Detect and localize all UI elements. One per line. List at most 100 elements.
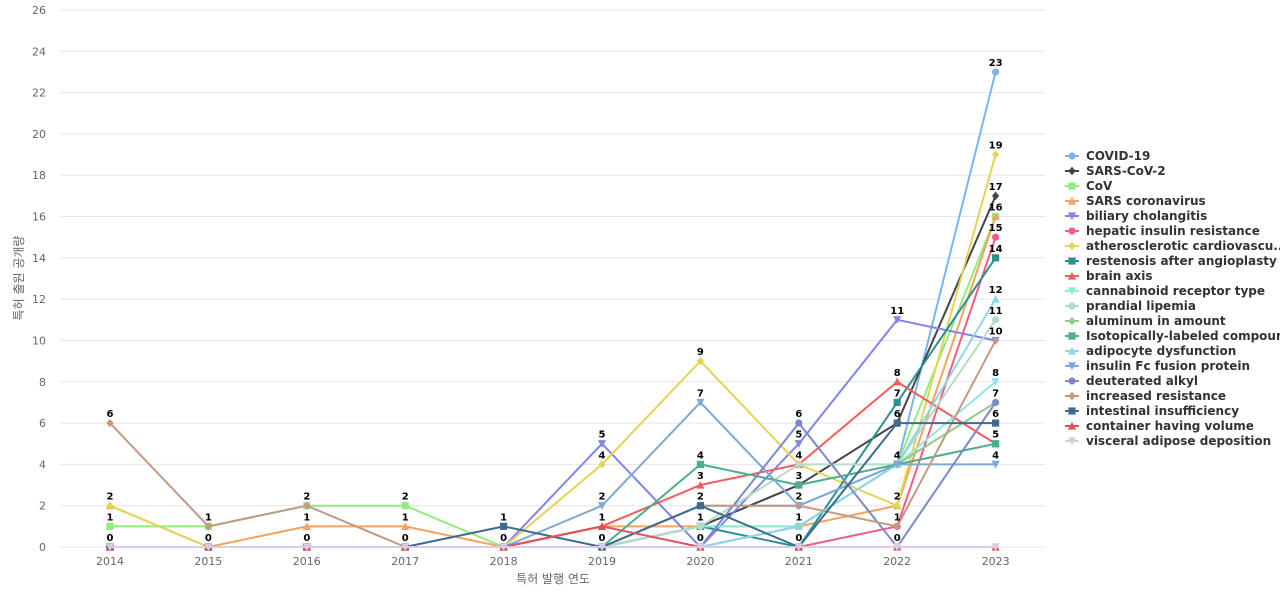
data-point[interactable] bbox=[105, 543, 115, 552]
legend-marker[interactable] bbox=[1068, 407, 1076, 415]
data-point[interactable] bbox=[992, 68, 1000, 76]
data-point[interactable] bbox=[204, 543, 213, 552]
data-point[interactable] bbox=[696, 480, 705, 489]
legend-marker[interactable] bbox=[1068, 302, 1076, 310]
data-point[interactable] bbox=[401, 522, 410, 530]
data-point[interactable] bbox=[696, 543, 705, 552]
data-point[interactable] bbox=[106, 501, 114, 510]
legend-item[interactable]: container having volume bbox=[1065, 419, 1254, 433]
data-point[interactable] bbox=[106, 418, 114, 428]
legend-item[interactable]: prandial lipemia bbox=[1065, 299, 1196, 313]
data-point[interactable] bbox=[597, 502, 607, 510]
data-point[interactable] bbox=[794, 440, 803, 448]
legend-item[interactable]: increased resistance bbox=[1065, 389, 1226, 403]
legend-marker[interactable] bbox=[1068, 227, 1076, 235]
data-point[interactable] bbox=[302, 522, 311, 530]
legend-marker[interactable] bbox=[1068, 257, 1076, 265]
data-point[interactable] bbox=[992, 150, 1000, 159]
legend-marker[interactable] bbox=[1068, 241, 1076, 251]
data-point[interactable] bbox=[893, 501, 901, 510]
data-point[interactable] bbox=[992, 254, 1000, 262]
data-point[interactable] bbox=[893, 316, 902, 324]
legend-item[interactable]: insulin Fc fusion protein bbox=[1065, 359, 1250, 373]
legend-item[interactable]: CoV bbox=[1065, 179, 1113, 193]
data-point[interactable] bbox=[992, 440, 1000, 448]
legend-marker[interactable] bbox=[1067, 196, 1077, 205]
data-point[interactable] bbox=[893, 543, 902, 552]
legend-marker[interactable] bbox=[1068, 391, 1076, 401]
data-point[interactable] bbox=[401, 502, 409, 510]
data-point[interactable] bbox=[992, 316, 1000, 324]
legend-item[interactable]: hepatic insulin resistance bbox=[1065, 224, 1260, 238]
data-point[interactable] bbox=[992, 191, 1000, 201]
data-point[interactable] bbox=[303, 501, 311, 510]
data-point[interactable] bbox=[696, 460, 704, 468]
data-point[interactable] bbox=[992, 336, 1000, 345]
legend-item[interactable]: cannabinoid receptor type bbox=[1065, 284, 1265, 298]
data-point[interactable] bbox=[696, 502, 704, 510]
data-point[interactable] bbox=[597, 543, 607, 552]
data-point[interactable] bbox=[106, 522, 114, 530]
legend-item[interactable]: SARS-CoV-2 bbox=[1065, 164, 1166, 178]
data-point[interactable] bbox=[696, 522, 705, 530]
data-point[interactable] bbox=[696, 356, 704, 366]
data-point[interactable] bbox=[991, 543, 1000, 552]
legend-marker[interactable] bbox=[1068, 316, 1076, 326]
data-point[interactable] bbox=[499, 543, 508, 552]
series-line[interactable] bbox=[110, 525, 996, 548]
data-point[interactable] bbox=[893, 377, 902, 386]
data-point[interactable] bbox=[302, 543, 311, 552]
legend-marker[interactable] bbox=[1068, 152, 1076, 160]
legend-marker[interactable] bbox=[1067, 421, 1077, 430]
data-point[interactable] bbox=[893, 522, 901, 531]
data-point[interactable] bbox=[992, 419, 1000, 427]
data-point[interactable] bbox=[795, 501, 803, 510]
legend-item[interactable]: restenosis after angioplasty bbox=[1065, 254, 1277, 268]
legend-item[interactable]: brain axis bbox=[1065, 269, 1153, 283]
legend-marker[interactable] bbox=[1068, 377, 1076, 385]
legend-item[interactable]: COVID-19 bbox=[1065, 149, 1150, 163]
series-line[interactable] bbox=[109, 154, 997, 548]
series-line[interactable] bbox=[110, 71, 997, 548]
legend-marker[interactable] bbox=[1067, 212, 1077, 221]
data-point[interactable] bbox=[795, 481, 803, 489]
legend-item[interactable]: visceral adipose deposition bbox=[1065, 434, 1271, 448]
legend-item[interactable]: Isotopically-labeled compound bbox=[1065, 329, 1280, 343]
data-point[interactable] bbox=[992, 398, 1000, 407]
data-point[interactable] bbox=[598, 460, 606, 469]
data-point[interactable] bbox=[794, 543, 803, 552]
data-point[interactable] bbox=[597, 522, 607, 530]
data-point[interactable] bbox=[991, 212, 1000, 221]
series-line[interactable] bbox=[110, 236, 997, 548]
legend-item[interactable]: atherosclerotic cardiovascu... bbox=[1065, 239, 1280, 253]
legend-marker[interactable] bbox=[1068, 332, 1076, 340]
legend-item[interactable]: biliary cholangitis bbox=[1065, 209, 1207, 223]
data-point[interactable] bbox=[204, 522, 212, 531]
legend-marker[interactable] bbox=[1067, 287, 1077, 296]
legend-marker[interactable] bbox=[1068, 166, 1076, 176]
series-line[interactable] bbox=[110, 401, 996, 548]
data-point[interactable] bbox=[401, 543, 410, 552]
data-point[interactable] bbox=[991, 378, 1000, 386]
data-point[interactable] bbox=[893, 398, 901, 407]
legend-item[interactable]: deuterated alkyl bbox=[1065, 374, 1198, 388]
data-point[interactable] bbox=[991, 295, 1000, 303]
data-point[interactable] bbox=[597, 440, 607, 448]
legend-item[interactable]: SARS coronavirus bbox=[1065, 194, 1206, 208]
legend-marker[interactable] bbox=[1067, 271, 1077, 280]
legend-marker[interactable] bbox=[1067, 437, 1077, 446]
data-point[interactable] bbox=[991, 460, 1000, 469]
legend-item[interactable]: intestinal insufficiency bbox=[1065, 404, 1239, 418]
data-point[interactable] bbox=[696, 398, 705, 407]
data-point[interactable] bbox=[893, 460, 902, 469]
legend-item[interactable]: aluminum in amount bbox=[1065, 314, 1226, 328]
data-point[interactable] bbox=[795, 460, 803, 468]
legend-marker[interactable] bbox=[1067, 346, 1077, 355]
data-point[interactable] bbox=[893, 419, 901, 427]
legend-item[interactable]: adipocyte dysfunction bbox=[1065, 344, 1236, 358]
data-point[interactable] bbox=[794, 522, 803, 530]
data-point[interactable] bbox=[795, 419, 803, 427]
legend-marker[interactable] bbox=[1067, 362, 1077, 371]
data-point[interactable] bbox=[992, 233, 1000, 241]
legend-marker[interactable] bbox=[1068, 182, 1076, 190]
